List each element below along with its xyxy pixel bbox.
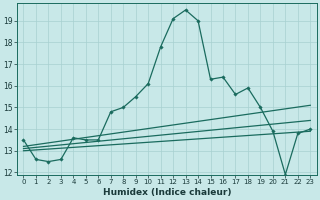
X-axis label: Humidex (Indice chaleur): Humidex (Indice chaleur)	[103, 188, 231, 197]
